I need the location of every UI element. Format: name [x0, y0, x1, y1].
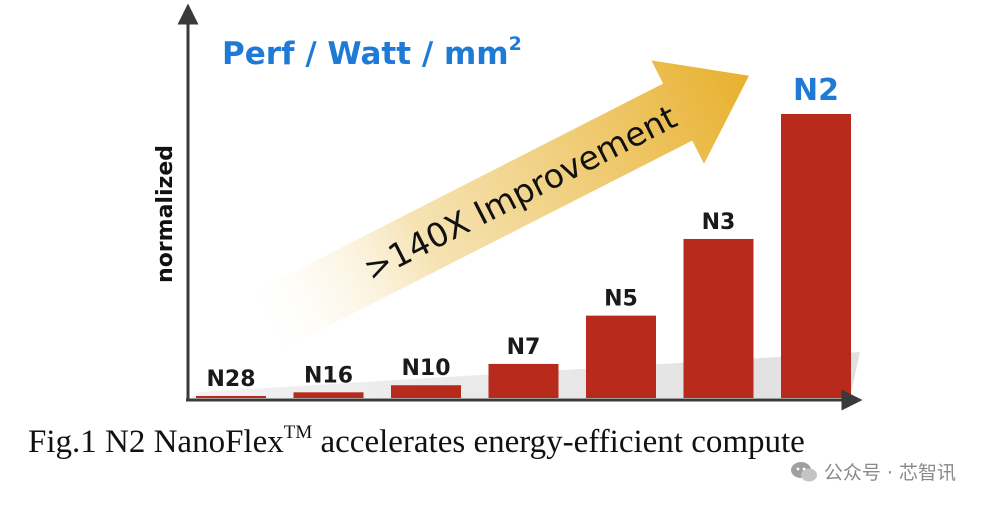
bar-n3 [683, 238, 754, 398]
bar-chart: >140X Improvement N28 N16 N10 N7 N5 N3 N2 Perf… [153, 3, 863, 411]
bar-n7 [488, 363, 559, 398]
figure-caption: Fig.1 N2 NanoFlexTM accelerates energy-e… [28, 422, 805, 461]
y-axis-label: normalized [153, 145, 178, 283]
bar-label-n2: N2 [793, 73, 839, 108]
title-superscript: 2 [509, 33, 522, 55]
watermark-text: 公众号 · 芯智讯 [823, 462, 956, 484]
caption-prefix: Fig.1 N2 NanoFlex [28, 424, 284, 460]
bar-label-n7: N7 [507, 335, 541, 360]
bar-n28 [196, 396, 266, 398]
caption-tm: TM [283, 422, 313, 443]
bar-label-n28: N28 [206, 367, 255, 392]
bar-label-n16: N16 [304, 363, 353, 388]
bar-label-n5: N5 [604, 287, 638, 312]
bars-group [196, 114, 851, 398]
annotation-text: >140X Improvement [357, 97, 683, 289]
bar-n2 [781, 114, 851, 398]
watermark: 公众号 · 芯智讯 [790, 458, 956, 485]
bar-label-n3: N3 [702, 210, 736, 235]
chart-title: Perf / Watt / mm2 [222, 33, 522, 72]
wechat-icon [790, 461, 817, 481]
bar-n10 [391, 385, 461, 398]
bar-n5 [586, 315, 656, 398]
bar-labels-group: N28 N16 N10 N7 N5 N3 N2 [206, 73, 839, 392]
bar-n16 [293, 392, 364, 398]
bar-label-n10: N10 [401, 356, 450, 381]
caption-suffix: accelerates energy-efficient compute [312, 424, 805, 460]
